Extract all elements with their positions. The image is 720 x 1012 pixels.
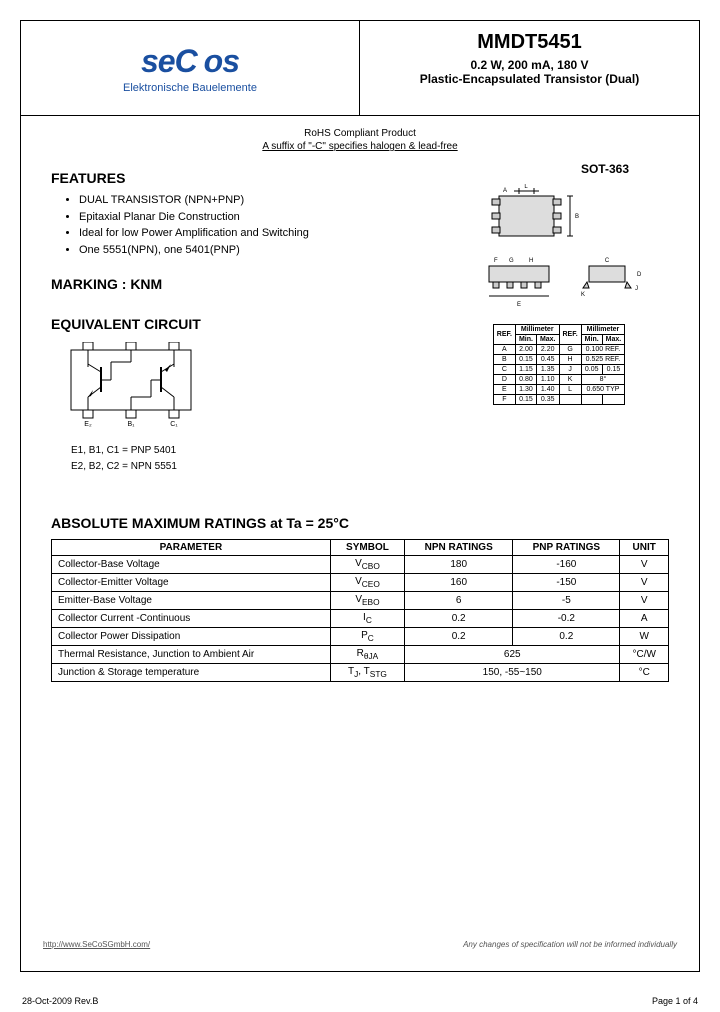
dim-th-ref2: REF. — [559, 325, 581, 345]
svg-text:G: G — [509, 258, 514, 264]
feature-item: DUAL TRANSISTOR (NPN+PNP) — [79, 192, 429, 209]
dim-th-max: Max. — [536, 335, 559, 345]
circuit-diagram: C₂ B₂ E₁ E₂ B₁ C₁ — [61, 342, 201, 435]
circuit-legend: E1, B1, C1 = PNP 5401 E2, B2, C2 = NPN 5… — [71, 443, 429, 475]
features-list: DUAL TRANSISTOR (NPN+PNP) Epitaxial Plan… — [79, 192, 429, 258]
content-area: RoHS Compliant Product A suffix of "-C" … — [21, 116, 699, 690]
svg-text:B₁: B₁ — [127, 421, 135, 428]
right-column: SOT-363 L A B — [449, 162, 669, 475]
svg-text:F: F — [494, 258, 498, 264]
circuit-heading: EQUIVALENT CIRCUIT — [51, 316, 429, 332]
circuit-label-1: E1, B1, C1 = PNP 5401 — [71, 443, 429, 459]
logo-subtitle: Elektronische Bauelemente — [123, 82, 257, 94]
left-column: FEATURES DUAL TRANSISTOR (NPN+PNP) Epita… — [51, 162, 429, 475]
package-label: SOT-363 — [449, 162, 669, 176]
feature-item: One 5551(NPN), one 5401(PNP) — [79, 242, 429, 259]
svg-text:K: K — [581, 292, 585, 298]
ratings-th-npn: NPN RATINGS — [405, 540, 513, 556]
logo-main: seCos — [141, 43, 239, 80]
svg-text:C: C — [605, 258, 610, 264]
part-spec-line1: 0.2 W, 200 mA, 180 V — [370, 58, 689, 72]
svg-text:H: H — [529, 258, 533, 264]
ratings-table: PARAMETER SYMBOL NPN RATINGS PNP RATINGS… — [51, 539, 669, 682]
page-border: seCos Elektronische Bauelemente MMDT5451… — [20, 20, 700, 972]
dim-th-min: Min. — [515, 335, 536, 345]
footer-date: 28-Oct-2009 Rev.B — [22, 996, 98, 1006]
svg-text:C₁: C₁ — [170, 421, 178, 428]
svg-text:A: A — [503, 188, 507, 194]
footer-disclaimer: Any changes of specification will not be… — [463, 940, 677, 949]
dim-th-max2: Max. — [602, 335, 625, 345]
svg-text:E: E — [517, 302, 521, 308]
two-column-layout: FEATURES DUAL TRANSISTOR (NPN+PNP) Epita… — [51, 162, 669, 475]
svg-text:D: D — [637, 272, 642, 278]
feature-item: Ideal for low Power Amplification and Sw… — [79, 225, 429, 242]
logo-cell: seCos Elektronische Bauelemente — [21, 21, 360, 115]
package-drawing: L A B E F G H — [459, 184, 659, 314]
dim-th-mm2: Millimeter — [581, 325, 625, 335]
ratings-th-param: PARAMETER — [52, 540, 331, 556]
dimension-table: REF. Millimeter REF. Millimeter Min.Max.… — [493, 324, 625, 405]
ratings-th-pnp: PNP RATINGS — [513, 540, 620, 556]
svg-text:E₂: E₂ — [84, 421, 92, 428]
dim-th-ref: REF. — [493, 325, 515, 345]
rohs-line2: A suffix of "-C" specifies halogen & lea… — [51, 141, 669, 152]
rohs-line1: RoHS Compliant Product — [51, 128, 669, 139]
svg-text:B: B — [575, 214, 579, 220]
features-heading: FEATURES — [51, 170, 429, 186]
footer-page: Page 1 of 4 — [652, 996, 698, 1006]
svg-text:J: J — [635, 286, 638, 292]
header-row: seCos Elektronische Bauelemente MMDT5451… — [21, 21, 699, 116]
marking-heading: MARKING : KNM — [51, 276, 429, 292]
part-spec-line2: Plastic-Encapsulated Transistor (Dual) — [370, 72, 689, 86]
feature-item: Epitaxial Planar Die Construction — [79, 209, 429, 226]
circuit-label-2: E2, B2, C2 = NPN 5551 — [71, 459, 429, 475]
footer-url: http://www.SeCoSGmbH.com/ — [43, 940, 150, 949]
ratings-heading: ABSOLUTE MAXIMUM RATINGS at Ta = 25°C — [51, 515, 669, 531]
title-cell: MMDT5451 0.2 W, 200 mA, 180 V Plastic-En… — [360, 21, 699, 115]
dim-th-mm: Millimeter — [515, 325, 559, 335]
svg-text:L: L — [524, 184, 528, 190]
ratings-th-unit: UNIT — [620, 540, 669, 556]
ratings-th-symbol: SYMBOL — [330, 540, 404, 556]
part-number: MMDT5451 — [370, 31, 689, 54]
dim-th-min2: Min. — [581, 335, 602, 345]
